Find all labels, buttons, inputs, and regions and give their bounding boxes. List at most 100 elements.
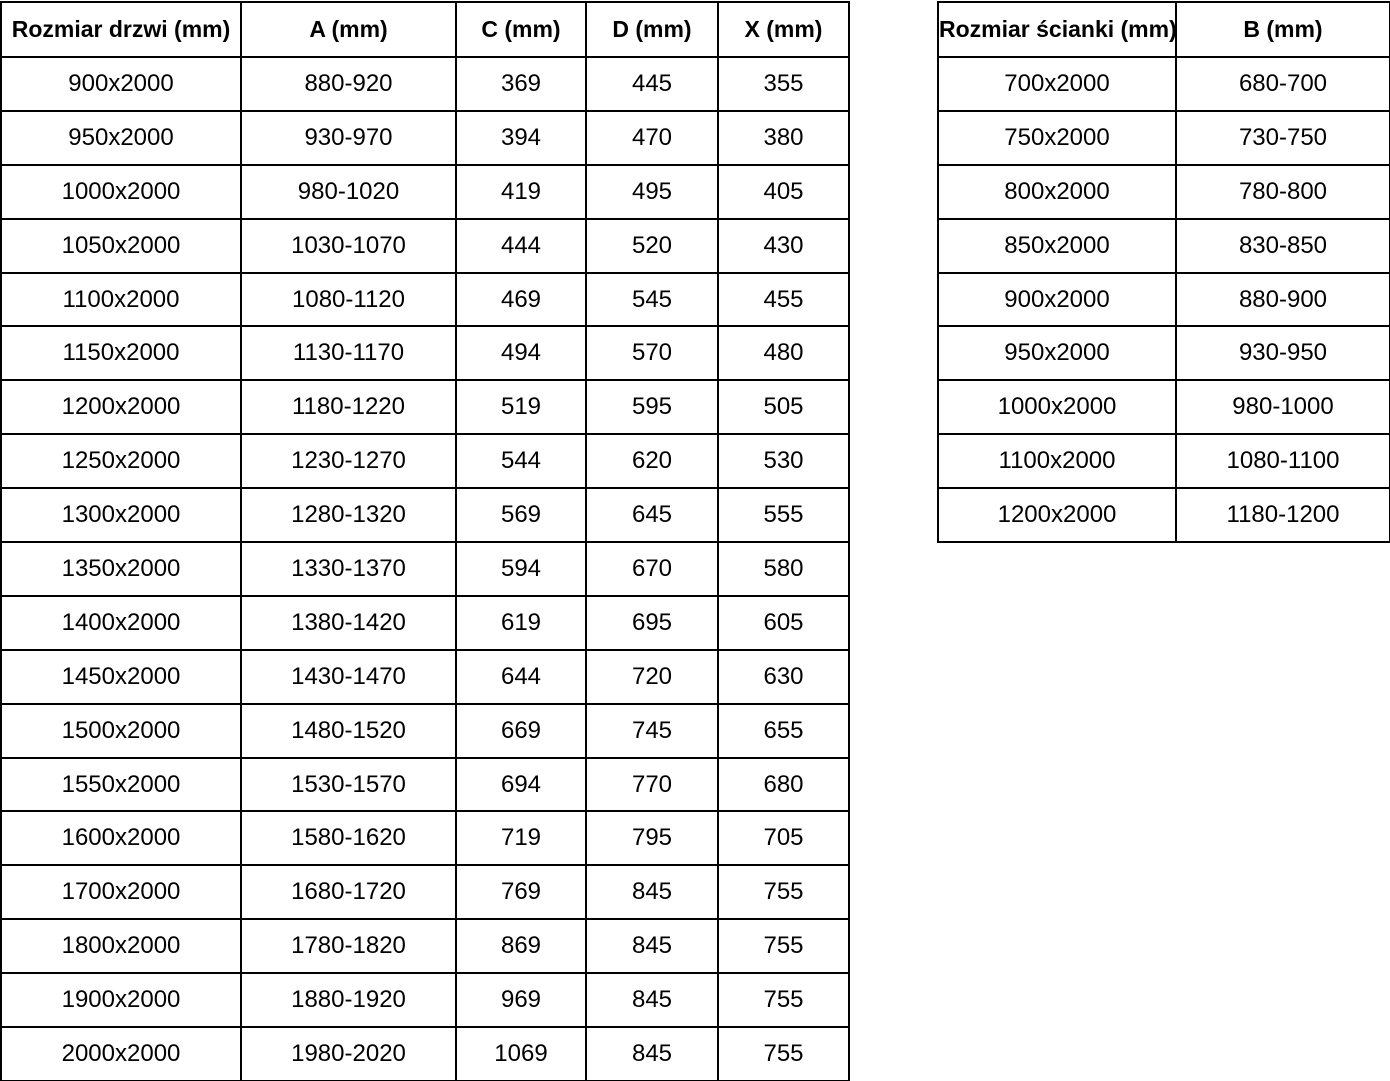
table-cell: 1350x2000 [0,541,242,597]
table-cell: 1680-1720 [240,864,457,921]
table-cell: 750x2000 [937,109,1177,166]
table-cell: 680-700 [1175,56,1390,112]
table-row: 1200x2000 1180-1220 519 595 505 [0,379,850,436]
table-row: 1250x2000 1230-1270 544 620 530 [0,433,850,490]
table-row: 750x2000 730-750 [937,109,1390,166]
table-cell: 570 [585,325,719,382]
table-cell: 769 [455,864,587,921]
table-cell: 544 [455,433,587,490]
table-cell: 470 [585,109,719,166]
table-cell: 1200x2000 [0,379,242,436]
table-cell: 580 [717,541,850,597]
table-cell: 830-850 [1175,217,1390,274]
table-cell: 755 [717,864,850,921]
table-cell: 655 [717,702,850,759]
table-cell: 1330-1370 [240,541,457,597]
column-header: B (mm) [1175,1,1390,58]
column-header: Rozmiar drzwi (mm) [0,1,242,58]
table-row: 1400x2000 1380-1420 619 695 605 [0,594,850,651]
table-cell: 555 [717,487,850,544]
door-sizes-table-body: 900x2000 880-920 369 445 355 950x2000 930-970 3… [0,56,850,1081]
table-row: 1200x2000 1180-1200 [937,487,1390,544]
table-cell: 630 [717,648,850,705]
table-cell: 845 [585,1026,719,1081]
table-cell: 1480-1520 [240,702,457,759]
table-cell: 594 [455,541,587,597]
table-row: 1300x2000 1280-1320 569 645 555 [0,487,850,544]
table-cell: 1200x2000 [937,487,1177,544]
column-header: X (mm) [717,1,850,58]
table-cell: 1900x2000 [0,972,242,1029]
table-cell: 430 [717,217,850,274]
table-row: 1150x2000 1130-1170 494 570 480 [0,325,850,382]
table-cell: 369 [455,56,587,112]
wall-sizes-table: Rozmiar ścianki (mm) B (mm) 700x2000 680-7… [937,1,1390,544]
column-header: A (mm) [240,1,457,58]
table-cell: 845 [585,864,719,921]
table-cell: 1080-1120 [240,271,457,328]
table-cell: 720 [585,648,719,705]
table-cell: 545 [585,271,719,328]
table-cell: 455 [717,271,850,328]
table-cell: 1180-1200 [1175,487,1390,544]
table-cell: 1530-1570 [240,756,457,813]
table-row: 1600x2000 1580-1620 719 795 705 [0,810,850,867]
table-cell: 1430-1470 [240,648,457,705]
table-cell: 419 [455,163,587,220]
table-cell: 444 [455,217,587,274]
table-cell: 1500x2000 [0,702,242,759]
table-row: 950x2000 930-970 394 470 380 [0,109,850,166]
table-row: 1450x2000 1430-1470 644 720 630 [0,648,850,705]
table-cell: 520 [585,217,719,274]
table-cell: 850x2000 [937,217,1177,274]
table-cell: 1880-1920 [240,972,457,1029]
table-cell: 800x2000 [937,163,1177,220]
table-cell: 394 [455,109,587,166]
table-cell: 519 [455,379,587,436]
table-cell: 1069 [455,1026,587,1081]
table-cell: 605 [717,594,850,651]
table-cell: 620 [585,433,719,490]
wall-sizes-table-header: Rozmiar ścianki (mm) B (mm) [937,1,1390,58]
table-cell: 1000x2000 [0,163,242,220]
table-cell: 1150x2000 [0,325,242,382]
table-cell: 495 [585,163,719,220]
table-cell: 1600x2000 [0,810,242,867]
table-row: 900x2000 880-920 369 445 355 [0,56,850,112]
table-cell: 880-900 [1175,271,1390,328]
table-cell: 1700x2000 [0,864,242,921]
table-cell: 644 [455,648,587,705]
table-cell: 1100x2000 [0,271,242,328]
table-cell: 1030-1070 [240,217,457,274]
table-cell: 680 [717,756,850,813]
table-cell: 670 [585,541,719,597]
table-cell: 530 [717,433,850,490]
column-header: D (mm) [585,1,719,58]
table-cell: 705 [717,810,850,867]
table-cell: 950x2000 [937,325,1177,382]
table-cell: 469 [455,271,587,328]
table-cell: 719 [455,810,587,867]
table-cell: 1080-1100 [1175,433,1390,490]
table-cell: 1050x2000 [0,217,242,274]
table-cell: 980-1020 [240,163,457,220]
table-cell: 700x2000 [937,56,1177,112]
table-cell: 405 [717,163,850,220]
table-row: 700x2000 680-700 [937,56,1390,112]
table-cell: 1280-1320 [240,487,457,544]
table-cell: 730-750 [1175,109,1390,166]
header-row: Rozmiar ścianki (mm) B (mm) [937,1,1390,58]
table-cell: 355 [717,56,850,112]
table-cell: 900x2000 [0,56,242,112]
table-cell: 1130-1170 [240,325,457,382]
table-cell: 1300x2000 [0,487,242,544]
table-row: 1100x2000 1080-1100 [937,433,1390,490]
table-cell: 1380-1420 [240,594,457,651]
column-header: C (mm) [455,1,587,58]
table-cell: 494 [455,325,587,382]
table-cell: 755 [717,972,850,1029]
table-cell: 969 [455,972,587,1029]
table-row: 1800x2000 1780-1820 869 845 755 [0,918,850,975]
table-cell: 1100x2000 [937,433,1177,490]
